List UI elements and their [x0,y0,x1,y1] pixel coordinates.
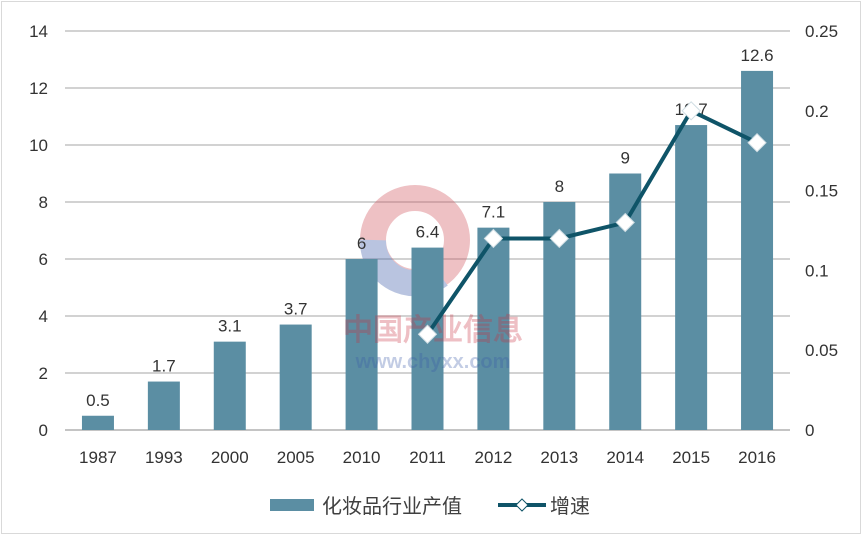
left-tick-label: 0 [39,421,48,440]
legend-label-bar: 化妆品行业产值 [322,494,462,518]
x-tick-label: 2010 [343,448,381,467]
watermark-url: www.chyxx.com [355,351,511,373]
right-tick-label: 0.2 [805,102,829,121]
bar-2010 [345,259,378,430]
bar-data-label: 7.1 [482,203,506,222]
x-tick-label: 2016 [738,448,776,467]
x-tick-label: 2012 [474,448,512,467]
left-tick-label: 14 [29,22,48,41]
left-tick-label: 6 [39,250,48,269]
bar-data-label: 9 [620,149,629,168]
bar-data-label: 12.6 [740,46,773,65]
x-tick-label: 2014 [606,448,644,467]
legend-item-line: 增速 [498,490,590,519]
left-tick-label: 12 [29,79,48,98]
growth-marker-2016 [747,133,767,153]
left-tick-label: 8 [39,193,48,212]
legend: 化妆品行业产值 增速 [270,490,626,519]
right-tick-label: 0.05 [805,341,838,360]
chart: 0 2 4 6 8 10 12 14 0 0.05 0.1 0.15 0.2 0.25 0.5 1987 1.7… [29,22,838,467]
bar-data-label: 3.7 [284,300,308,319]
growth-marker-2011 [417,324,438,344]
x-tick-label: 2000 [211,448,249,467]
bar-data-label: 6 [357,234,366,253]
bar-1987 [81,415,114,430]
bar-data-label: 8 [555,177,564,196]
bar-data-label: 6.4 [416,223,440,242]
x-tick-label: 2011 [409,448,446,467]
growth-marker-2015 [681,101,701,121]
growth-marker-2013 [549,228,570,249]
bar-data-label: 0.5 [86,391,110,410]
bar-2016 [741,70,774,431]
x-tick-label: 1993 [145,448,183,467]
bar-2014 [609,173,642,430]
legend-swatch-bar [270,498,314,511]
left-tick-label: 10 [29,136,48,155]
bar-data-label: 3.1 [218,317,242,336]
bar-2000 [213,341,246,430]
right-tick-label: 0.15 [805,182,838,201]
growth-line [425,108,758,336]
x-tick-label: 1987 [79,448,117,467]
bar-1993 [147,381,180,430]
bar-data-label: 1.7 [152,357,176,376]
watermark-text: 中国产业信息 [343,313,523,347]
x-tick-label: 2013 [540,448,578,467]
right-tick-label: 0 [805,421,814,440]
right-tick-label: 0.1 [805,261,829,280]
bar-2005 [279,324,312,430]
right-tick-label: 0.25 [805,22,838,41]
left-tick-label: 4 [39,307,48,326]
x-tick-label: 2005 [277,448,315,467]
bar-2012 [477,227,510,430]
legend-swatch-line [498,497,546,512]
legend-item-bar: 化妆品行业产值 [270,490,462,519]
x-tick-label: 2015 [672,448,710,467]
growth-marker-2014 [615,212,635,233]
left-tick-label: 2 [39,364,48,383]
legend-label-line: 增速 [550,494,590,518]
bar-2015 [675,125,708,431]
growth-marker-2012 [483,228,504,249]
